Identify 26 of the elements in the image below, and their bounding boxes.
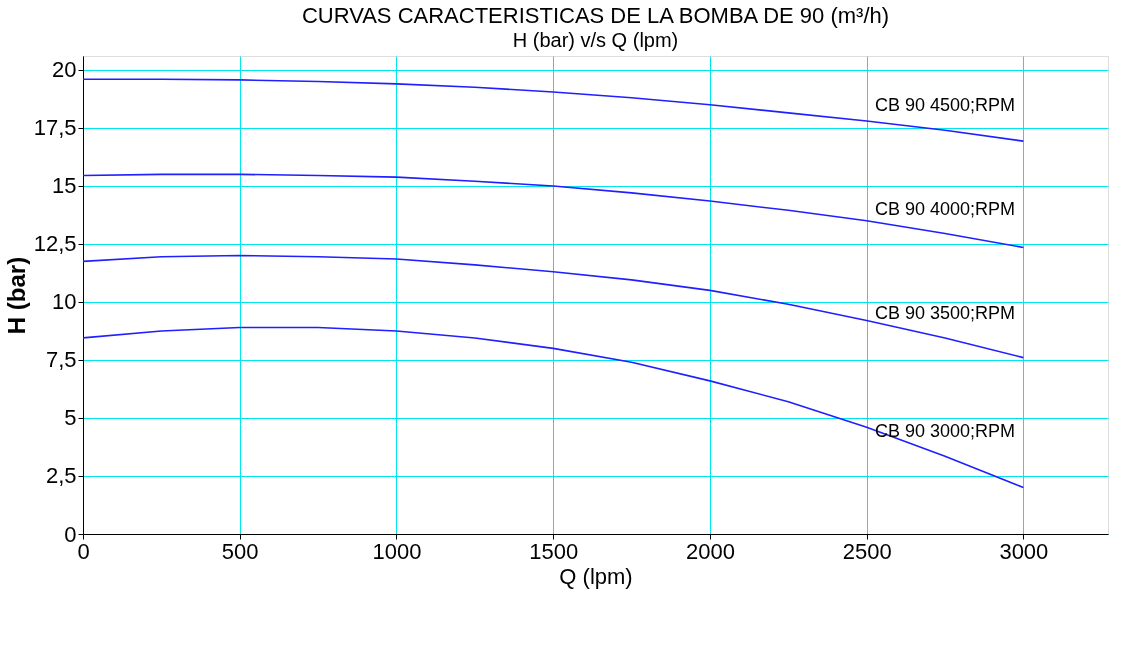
- series-label: CB 90 4500;RPM: [874, 95, 1016, 116]
- y-tick-label: 0: [64, 521, 77, 547]
- series-label: CB 90 4000;RPM: [874, 198, 1016, 219]
- x-tick-label: 3000: [999, 538, 1049, 564]
- x-tick-label: 2000: [685, 538, 735, 564]
- series-label: CB 90 3500;RPM: [874, 302, 1016, 323]
- y-tick-label: 20: [52, 57, 77, 83]
- y-tick-label: 17,5: [33, 115, 77, 141]
- line-series: [83, 173, 1025, 249]
- y-axis-title: H (bar): [2, 256, 30, 335]
- y-tick-label: 2,5: [45, 463, 77, 489]
- x-tick-label: 1000: [372, 538, 422, 564]
- y-tick-label: 7,5: [45, 347, 77, 373]
- x-axis-title: Q (lpm): [559, 563, 633, 589]
- chart-subtitle: H (bar) v/s Q (lpm): [512, 29, 679, 51]
- y-tick-label: 12,5: [33, 231, 77, 257]
- x-tick-label: 1500: [529, 538, 579, 564]
- line-series: [83, 254, 1025, 359]
- x-tick-label: 2500: [842, 538, 892, 564]
- y-tick-label: 10: [52, 289, 77, 315]
- line-series: [83, 78, 1025, 142]
- y-tick-label: 5: [64, 405, 77, 431]
- x-tick-label: 500: [221, 538, 259, 564]
- chart-title: CURVAS CARACTERISTICAS DE LA BOMBA DE 90 (m³/h): [301, 3, 890, 28]
- line-series: [83, 326, 1025, 489]
- y-tick-label: 15: [52, 173, 77, 199]
